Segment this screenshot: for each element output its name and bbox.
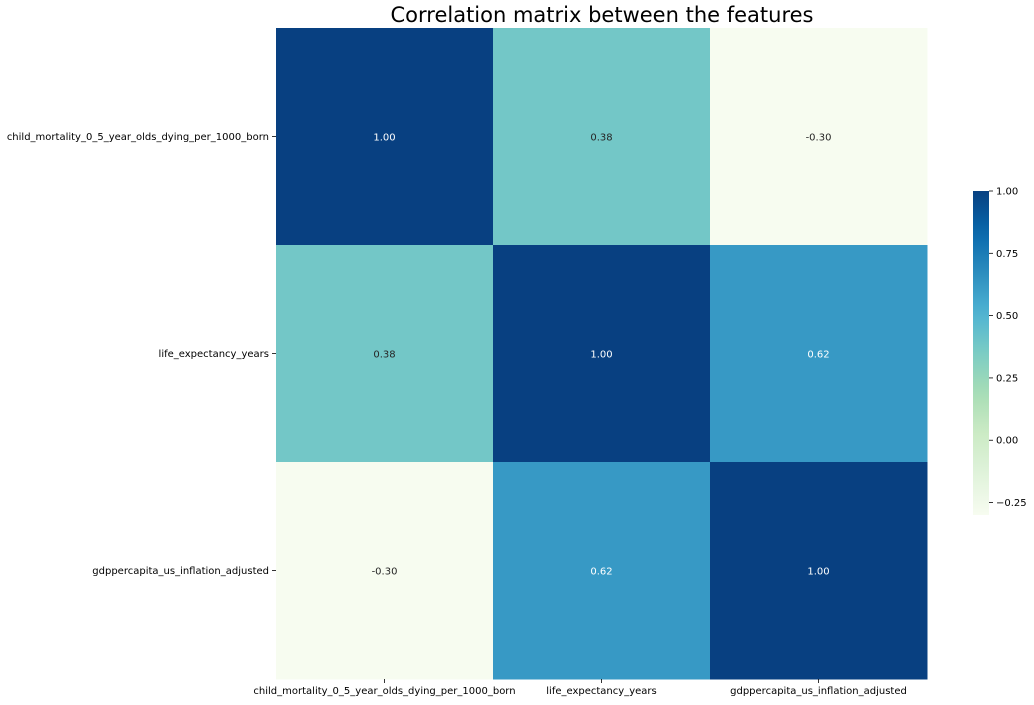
x-tick-label-0: child_mortality_0_5_year_olds_dying_per_… <box>253 686 515 697</box>
y-tick-label-2: gdppercapita_us_inflation_adjusted <box>92 566 269 577</box>
y-axis-ticks: child_mortality_0_5_year_olds_dying_per_… <box>7 132 276 577</box>
heatmap-cell-label-2-0: -0.30 <box>372 567 398 578</box>
heatmap-cell-2-1 <box>493 462 711 680</box>
x-tick-label-2: gdppercapita_us_inflation_adjusted <box>730 686 907 697</box>
colorbar: 1.00 0.75 0.50 0.25 0.00 −0.25 <box>973 187 1027 515</box>
x-tick-label-1: life_expectancy_years <box>546 686 656 697</box>
heatmap-cell-labels: 1.00 0.38 -0.30 0.38 1.00 0.62 -0.30 0.62 1.00 <box>372 133 832 578</box>
colorbar-tick-label-1: 0.75 <box>996 249 1018 260</box>
heatmap-cell-2-2 <box>710 462 928 680</box>
x-axis-ticks: child_mortality_0_5_year_olds_dying_per_… <box>253 679 907 697</box>
heatmap-cell-1-2 <box>710 245 928 463</box>
colorbar-tick-label-5: −0.25 <box>996 498 1027 509</box>
colorbar-gradient <box>973 191 989 515</box>
colorbar-tick-label-3: 0.25 <box>996 373 1018 384</box>
colorbar-tick-label-2: 0.50 <box>996 311 1018 322</box>
heatmap-cell-label-1-1: 1.00 <box>590 350 612 361</box>
y-tick-label-0: child_mortality_0_5_year_olds_dying_per_… <box>7 132 269 143</box>
heatmap-cell-label-0-2: -0.30 <box>806 133 832 144</box>
heatmap-cell-0-0 <box>276 28 494 246</box>
heatmap-cell-label-2-1: 0.62 <box>590 567 612 578</box>
heatmap-cell-label-0-0: 1.00 <box>373 133 395 144</box>
colorbar-tick-label-4: 0.00 <box>996 436 1018 447</box>
heatmap-cell-1-0 <box>276 245 494 463</box>
heatmap-cell-1-1 <box>493 245 711 463</box>
heatmap-cell-label-1-0: 0.38 <box>373 350 395 361</box>
heatmap-cell-label-2-2: 1.00 <box>807 567 829 578</box>
heatmap-cell-0-2 <box>710 28 928 246</box>
colorbar-tick-label-0: 1.00 <box>996 187 1018 198</box>
heatmap-cell-0-1 <box>493 28 711 246</box>
heatmap-cells <box>276 28 928 680</box>
heatmap-cell-2-0 <box>276 462 494 680</box>
y-tick-label-1: life_expectancy_years <box>159 349 269 360</box>
heatmap-cell-label-0-1: 0.38 <box>590 133 612 144</box>
heatmap-cell-label-1-2: 0.62 <box>807 350 829 361</box>
chart-title: Correlation matrix between the features <box>391 3 814 27</box>
